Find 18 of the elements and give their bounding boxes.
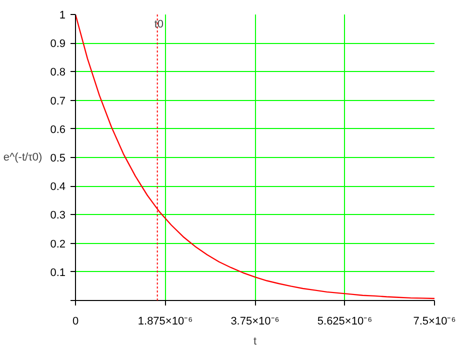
x-tick-label: 0 (72, 316, 79, 328)
y-axis-title: e^(-t/τ0) (3, 152, 42, 164)
y-tick-label: 0.2 (50, 238, 66, 250)
x-tick-label: 1.875×10⁻⁶ (138, 316, 193, 328)
x-tick-label: 3.75×10⁻⁶ (230, 316, 280, 328)
y-tick-label: 0.7 (50, 95, 66, 108)
y-tick-label: 0.1 (50, 266, 66, 279)
x-tick-label: 5.625×10⁻⁶ (317, 316, 372, 328)
y-tick-label: 0.5 (50, 152, 66, 164)
y-tick-label: 0.4 (50, 181, 66, 194)
y-tick-label: 0.9 (50, 38, 66, 50)
y-tick-label: 0.8 (50, 66, 66, 79)
ref-line-label: t0 (154, 18, 164, 30)
x-tick-label: 7.5×10⁻⁶ (413, 316, 456, 328)
y-tick-label: 1 (59, 10, 66, 22)
x-axis-title: t (253, 336, 257, 348)
y-tick-label: 0.6 (50, 124, 66, 136)
y-tick-label: 0.3 (50, 210, 66, 222)
